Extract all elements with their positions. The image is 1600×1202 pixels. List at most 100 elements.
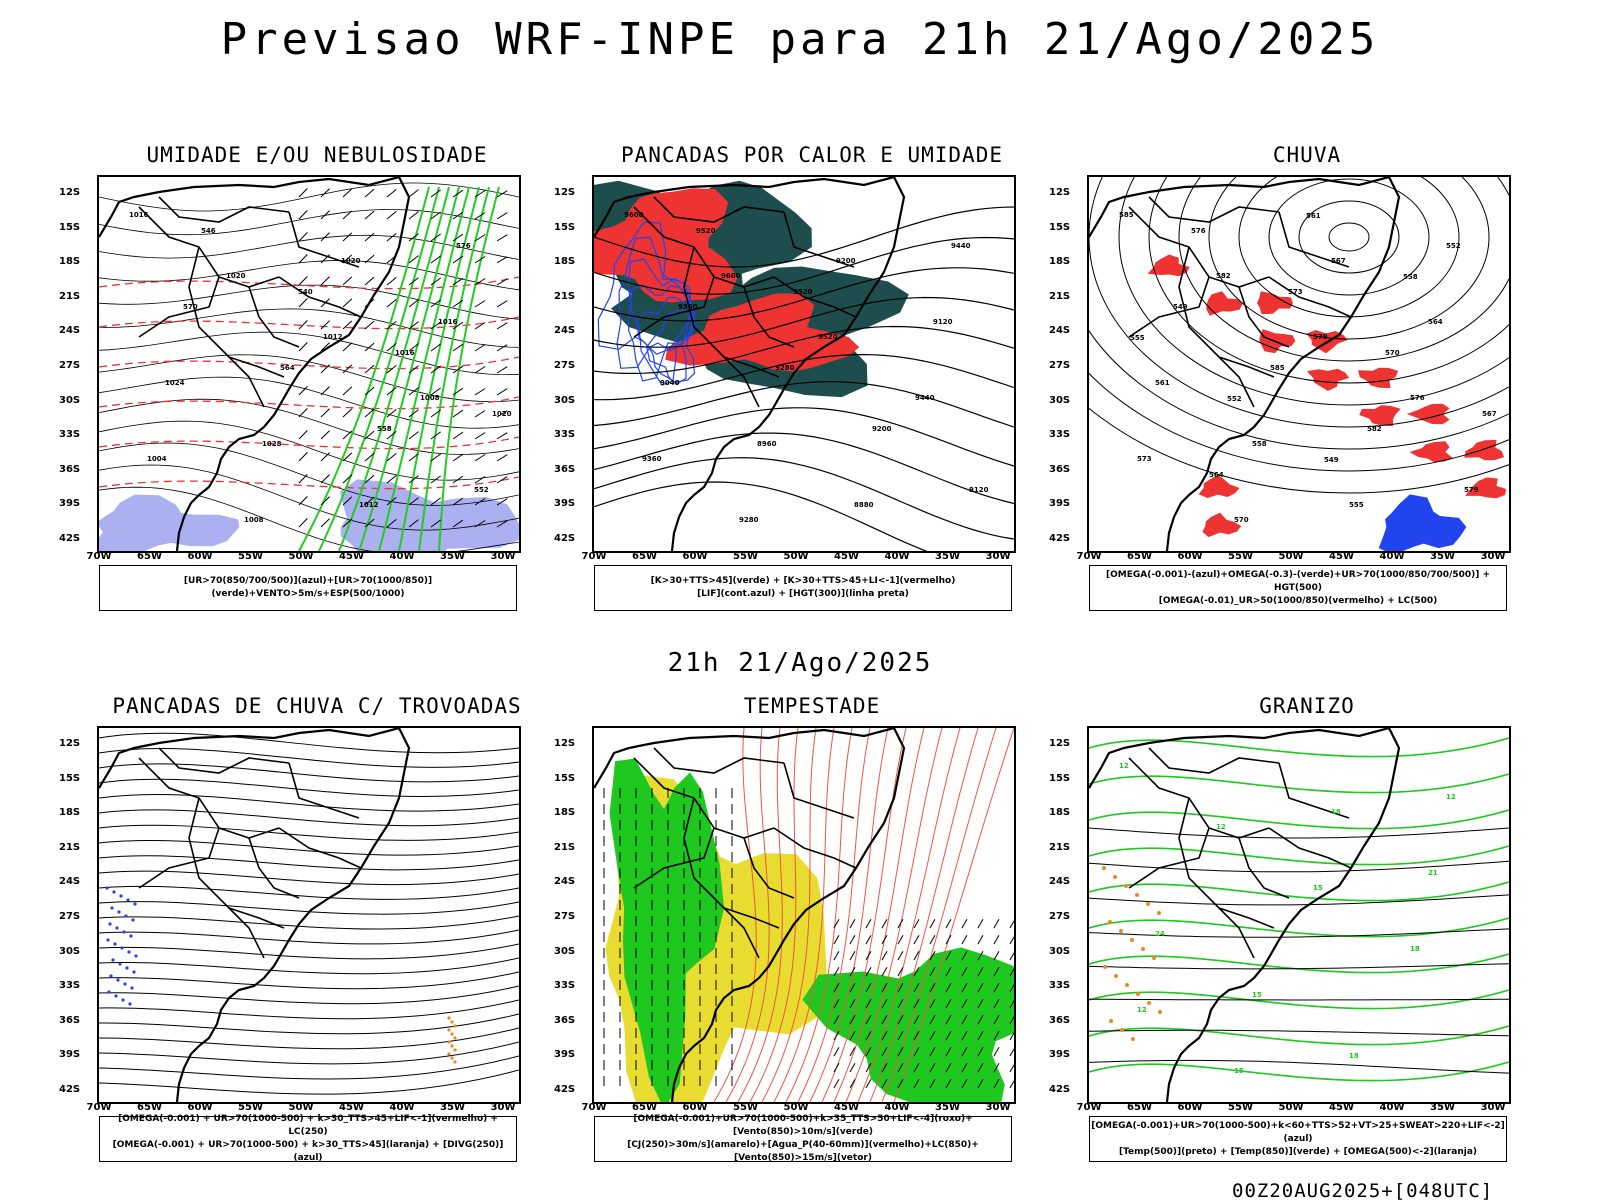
run-info: 00Z20AUG2025+[048UTC] — [1232, 1180, 1494, 1202]
wind-arrow — [386, 189, 397, 198]
contour-labels: 1016 1020 1012 1008 1004 1008 1020 1016 1024 1028… — [129, 211, 512, 524]
rain-red — [1147, 254, 1506, 538]
humid-green-line — [358, 186, 460, 551]
wind-arrow — [320, 474, 330, 484]
orange-dot — [453, 1036, 457, 1040]
contour-label: 9520 — [793, 288, 813, 296]
wind-arrow — [364, 386, 375, 396]
wind-arrow — [298, 320, 308, 330]
wind-arrow — [342, 386, 353, 396]
latitude-label: 18S — [1049, 256, 1071, 268]
lif-contour — [635, 297, 696, 385]
omega-dot — [1131, 1037, 1135, 1041]
wind-arrow — [408, 453, 419, 462]
longitude-label: 55W — [733, 1102, 758, 1113]
latitude-label: 33S — [59, 429, 81, 441]
wind-arrow — [474, 366, 486, 374]
wind-arrow — [865, 1015, 872, 1025]
orange-dot — [453, 1024, 457, 1028]
wind-arrow — [474, 454, 486, 462]
divergence-dot — [130, 986, 134, 990]
wind-arrow — [298, 188, 308, 198]
contour-label: 9600 — [624, 211, 644, 219]
omega-dot — [1103, 965, 1107, 969]
wind-arrow — [929, 967, 936, 977]
map-pancadas-calor: 9600 9600 9520 9440 9360 9280 9200 9120 9040 8960… — [592, 175, 1016, 553]
temp850-contour — [1089, 845, 1509, 866]
contour-line — [594, 381, 1014, 428]
wind-arrow — [408, 519, 419, 528]
wind-arrow — [977, 951, 984, 961]
wind-arrow — [849, 935, 856, 945]
rain-area — [1198, 474, 1240, 498]
longitude-label: 70W — [581, 551, 607, 562]
temp850-contour — [1089, 737, 1509, 758]
wind-arrow — [849, 1031, 856, 1041]
wind-arrow — [881, 967, 888, 977]
wind-arrow — [1009, 1048, 1014, 1057]
contour-label: 579 — [1313, 333, 1328, 341]
divergence-dot — [108, 922, 112, 926]
wind-arrow — [430, 475, 441, 484]
rain-area — [1465, 477, 1506, 499]
longitude-label: 30W — [1480, 1102, 1506, 1113]
wind-arrow — [929, 919, 936, 929]
wind-arrow — [929, 1079, 936, 1089]
contour-label: 564 — [280, 364, 295, 372]
latitude-label: 42S — [59, 1084, 81, 1095]
coastline — [594, 177, 906, 551]
contour-line — [99, 260, 519, 291]
wind-arrow — [929, 1063, 936, 1073]
longitude-label: 30W — [490, 1102, 516, 1113]
latitude-label: 15S — [554, 772, 576, 784]
coastline — [594, 728, 906, 1102]
latitude-label: 27S — [554, 360, 576, 371]
wind-arrow — [430, 211, 441, 220]
state-border — [1218, 907, 1275, 929]
latitude-label: 36S — [59, 1014, 81, 1026]
divergence-dot — [110, 906, 114, 910]
latitude-label: 18S — [1049, 807, 1071, 819]
wind-arrow — [364, 188, 375, 198]
wind-arrow — [977, 919, 984, 929]
wind-green — [609, 758, 725, 1102]
wind-arrow — [833, 983, 840, 993]
contour-line — [99, 376, 519, 429]
contour-line — [1089, 827, 1509, 839]
humid-green-line — [438, 186, 500, 551]
wind-arrow — [961, 1063, 968, 1073]
omega-dot — [1102, 866, 1106, 870]
state-border — [1128, 827, 1210, 889]
geography — [594, 177, 906, 551]
wind-arrow — [865, 1079, 872, 1089]
latitude-label: 27S — [59, 360, 81, 371]
state-border — [683, 797, 760, 959]
state-border — [138, 827, 220, 889]
wind-arrow — [320, 210, 330, 220]
latitude-label: 24S — [1049, 325, 1071, 337]
state-border — [228, 907, 285, 929]
wind-arrow — [961, 967, 968, 977]
wind-arrow — [496, 432, 508, 440]
latitude-label: 12S — [59, 738, 81, 749]
longitude-label: 60W — [682, 1102, 708, 1113]
streamline — [857, 728, 961, 1102]
divergence-dots — [105, 886, 138, 1006]
state-border — [1148, 747, 1280, 774]
state-border — [248, 286, 300, 348]
wind-arrow — [865, 999, 872, 1009]
contour-label: 570 — [1234, 516, 1249, 524]
contour-label: 1020 — [492, 410, 512, 418]
streamline — [821, 728, 907, 1102]
contour-line — [99, 420, 519, 481]
longitude-label: 65W — [632, 551, 657, 562]
wind-arrow — [1009, 968, 1014, 977]
wind-arrow — [430, 321, 441, 330]
wind-arrow — [881, 1031, 888, 1041]
state-border — [653, 196, 785, 223]
contour-line — [99, 464, 519, 531]
latitude-label: 36S — [1049, 1014, 1071, 1026]
latitude-label: 36S — [1049, 463, 1071, 475]
latitude-label: 36S — [554, 1014, 576, 1026]
height-contour — [1268, 178, 1430, 296]
